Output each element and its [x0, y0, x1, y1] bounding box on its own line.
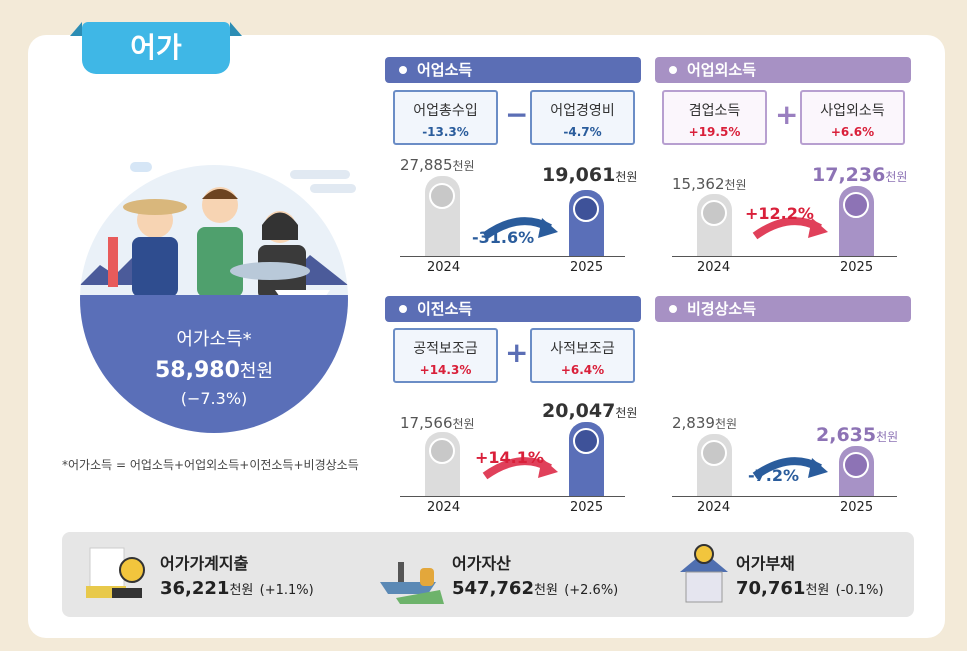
fishery-2025-value: 19,061천원 — [542, 164, 638, 186]
fish-coin-icon — [429, 438, 455, 464]
receipt-coin-icon — [86, 547, 145, 598]
non-business-box: 사업외소득 +6.6% — [800, 90, 905, 145]
transfer-change: +14.1% — [475, 448, 544, 467]
fish-coin-icon — [573, 428, 599, 454]
non-fishery-2025-value: 17,236천원 — [812, 164, 908, 186]
fish-coin-icon — [701, 200, 727, 226]
fish-coin-icon — [701, 440, 727, 466]
non-fishery-income-header: 어업외소득 — [655, 57, 911, 83]
house-debt-icon — [680, 544, 728, 603]
year-2025: 2025 — [840, 500, 874, 515]
cloud-icon — [130, 162, 356, 193]
non-fishery-2024-value: 15,362천원 — [672, 175, 747, 193]
sea-area — [80, 295, 348, 433]
baseline — [400, 256, 625, 257]
trend-arrow-icon — [752, 217, 828, 240]
irregular-2025-value: 2,635천원 — [816, 424, 899, 446]
assets-item: 어가자산 547,762천원 (+2.6%) — [452, 554, 619, 599]
irregular-2024-value: 2,839천원 — [672, 414, 738, 432]
tab-title: 어가 — [70, 22, 242, 74]
public-subsidy-box: 공적보조금 +14.3% — [393, 328, 498, 383]
boat-assets-icon — [380, 562, 444, 604]
year-2024: 2024 — [427, 260, 461, 275]
irregular-income-header: 비경상소득 — [655, 296, 911, 322]
household-income-label: 어가소득* — [176, 329, 252, 350]
fishery-revenue-box: 어업총수입 -13.3% — [393, 90, 498, 145]
fish-coin-icon — [843, 452, 869, 478]
debt-item: 어가부채 70,761천원 (-0.1%) — [736, 554, 884, 599]
expenditure-item: 어가가계지출 36,221천원 (+1.1%) — [160, 554, 314, 599]
household-income-summary: 어가소득* 58,980천원 (−7.3%) — [80, 325, 348, 408]
year-2025: 2025 — [570, 500, 604, 515]
footnote: *어가소득 = 어업소득+어업외소득+이전소득+비경상소득 — [62, 458, 359, 472]
transfer-2025-value: 20,047천원 — [542, 400, 638, 422]
plus-operator: + — [775, 98, 799, 131]
private-subsidy-box: 사적보조금 +6.4% — [530, 328, 635, 383]
fishery-income-header: 어업소득 — [385, 57, 641, 83]
baseline — [672, 256, 897, 257]
year-2024: 2024 — [697, 260, 731, 275]
fishery-expense-box: 어업경영비 -4.7% — [530, 90, 635, 145]
transfer-2024-value: 17,566천원 — [400, 414, 475, 432]
fish-coin-icon — [429, 183, 455, 209]
non-fishery-change: +12.2% — [745, 204, 814, 223]
bottom-summary: 어가가계지출 36,221천원 (+1.1%) 어가자산 547,762천원 (… — [62, 532, 914, 617]
baseline — [400, 496, 625, 497]
household-income-circle: 어가소득* 58,980천원 (−7.3%) — [80, 165, 348, 433]
fishery-change: -31.6% — [472, 228, 535, 247]
fish-coin-icon — [573, 196, 599, 222]
minus-operator: − — [505, 98, 529, 131]
trend-arrow-icon — [482, 457, 558, 480]
household-income-change: (−7.3%) — [180, 389, 248, 408]
irregular-change: -7.2% — [748, 466, 800, 485]
year-2024: 2024 — [697, 500, 731, 515]
side-business-box: 겸업소득 +19.5% — [662, 90, 767, 145]
fishery-2024-value: 27,885천원 — [400, 156, 475, 174]
fish-coin-icon — [843, 192, 869, 218]
year-2024: 2024 — [427, 500, 461, 515]
trend-arrow-icon — [752, 457, 828, 480]
household-income-value: 58,980천원 — [154, 358, 274, 383]
fishermen-illustration-icon — [80, 187, 348, 300]
baseline — [672, 496, 897, 497]
year-2025: 2025 — [570, 260, 604, 275]
trend-arrow-icon — [482, 217, 558, 240]
year-2025: 2025 — [840, 260, 874, 275]
transfer-income-header: 이전소득 — [385, 296, 641, 322]
plus-operator: + — [505, 336, 529, 369]
